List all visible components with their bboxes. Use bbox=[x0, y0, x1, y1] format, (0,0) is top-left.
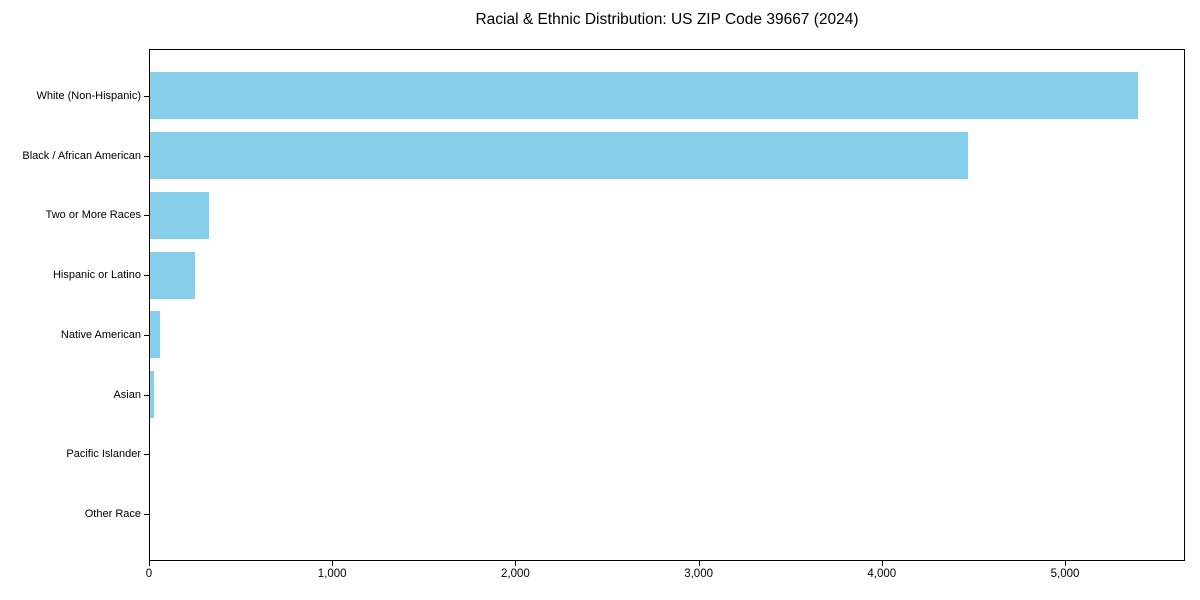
plot-area bbox=[149, 49, 1185, 561]
y-tick-mark bbox=[144, 454, 149, 456]
bar-asian bbox=[150, 371, 154, 419]
bar-native-american bbox=[150, 311, 161, 359]
y-tick-mark bbox=[144, 95, 149, 97]
y-axis-label: Two or More Races bbox=[45, 209, 141, 222]
x-tick-label: 4,000 bbox=[867, 568, 897, 580]
x-tick-label: 1,000 bbox=[317, 568, 347, 580]
bar-hispanic-or-latino bbox=[150, 251, 196, 299]
x-tick-mark bbox=[1065, 561, 1066, 566]
y-axis-label: Other Race bbox=[84, 508, 141, 521]
y-axis-label: Native American bbox=[60, 328, 141, 341]
bar-row bbox=[150, 305, 1184, 365]
y-tick-mark bbox=[144, 155, 149, 157]
bar-row bbox=[150, 425, 1184, 485]
bar-white-non-hispanic bbox=[150, 72, 1138, 120]
y-axis-label: Hispanic or Latino bbox=[52, 269, 141, 282]
y-tick-mark bbox=[144, 394, 149, 396]
y-axis-label: Black / African American bbox=[22, 149, 141, 162]
y-axis-label: White (Non-Hispanic) bbox=[36, 89, 141, 102]
bar-row bbox=[150, 126, 1184, 186]
x-tick-label: 5,000 bbox=[1050, 568, 1080, 580]
x-tick-mark bbox=[881, 561, 883, 566]
bar-two-or-more-races bbox=[150, 191, 210, 239]
y-tick-mark bbox=[144, 514, 149, 516]
x-tick-mark bbox=[332, 561, 334, 566]
x-tick-label: 0 bbox=[145, 568, 153, 580]
bar-row bbox=[150, 484, 1184, 544]
chart-title: Racial & Ethnic Distribution: US ZIP Cod… bbox=[475, 11, 859, 28]
bar-black-african-american bbox=[150, 132, 968, 180]
x-tick-mark bbox=[149, 561, 150, 566]
x-tick-label: 3,000 bbox=[684, 568, 713, 580]
y-tick-mark bbox=[144, 275, 149, 277]
y-axis-label: Pacific Islander bbox=[66, 448, 141, 461]
y-tick-mark bbox=[144, 215, 149, 217]
y-axis-label: Asian bbox=[113, 388, 141, 401]
y-tick-mark bbox=[144, 334, 149, 336]
bars-container bbox=[150, 50, 1184, 560]
x-tick-mark bbox=[515, 561, 517, 566]
bar-row bbox=[150, 186, 1184, 246]
x-tick-mark bbox=[698, 561, 700, 566]
bar-row bbox=[150, 66, 1184, 126]
bar-row bbox=[150, 365, 1184, 425]
x-tick-label: 2,000 bbox=[501, 568, 530, 580]
bar-row bbox=[150, 245, 1184, 305]
